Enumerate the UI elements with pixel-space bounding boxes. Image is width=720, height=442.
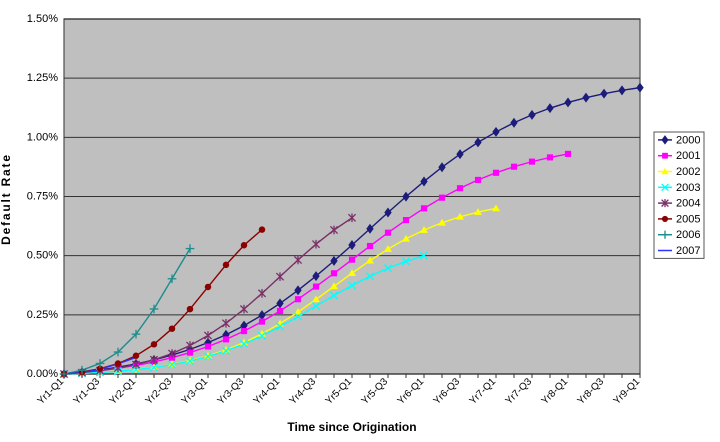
svg-text:2001: 2001 bbox=[676, 150, 700, 162]
svg-text:Time since Origination: Time since Origination bbox=[287, 420, 416, 434]
svg-text:Yr1-Q1: Yr1-Q1 bbox=[36, 376, 67, 407]
svg-text:Yr9-Q1: Yr9-Q1 bbox=[612, 376, 643, 407]
svg-text:2003: 2003 bbox=[676, 182, 700, 194]
svg-text:Yr2-Q1: Yr2-Q1 bbox=[108, 376, 139, 407]
svg-text:Yr3-Q1: Yr3-Q1 bbox=[180, 376, 211, 407]
svg-text:Yr1-Q3: Yr1-Q3 bbox=[72, 376, 103, 407]
svg-text:Yr8-Q3: Yr8-Q3 bbox=[576, 376, 607, 407]
svg-text:2007: 2007 bbox=[676, 245, 700, 257]
svg-text:2004: 2004 bbox=[676, 198, 700, 210]
svg-text:Yr4-Q1: Yr4-Q1 bbox=[252, 376, 283, 407]
svg-text:0.75%: 0.75% bbox=[27, 191, 58, 203]
svg-text:1.00%: 1.00% bbox=[27, 131, 58, 143]
svg-text:0.50%: 0.50% bbox=[27, 250, 58, 262]
svg-text:Yr5-Q1: Yr5-Q1 bbox=[324, 376, 355, 407]
svg-text:2002: 2002 bbox=[676, 166, 700, 178]
svg-text:Yr4-Q3: Yr4-Q3 bbox=[288, 376, 319, 407]
svg-text:2005: 2005 bbox=[676, 213, 700, 225]
svg-text:0.25%: 0.25% bbox=[27, 309, 58, 321]
svg-text:0.00%: 0.00% bbox=[27, 368, 58, 380]
svg-text:Yr8-Q1: Yr8-Q1 bbox=[540, 376, 571, 407]
svg-text:1.25%: 1.25% bbox=[27, 72, 58, 84]
svg-text:2000: 2000 bbox=[676, 134, 700, 146]
svg-text:Yr5-Q3: Yr5-Q3 bbox=[360, 376, 391, 407]
svg-text:Yr3-Q3: Yr3-Q3 bbox=[216, 376, 247, 407]
svg-text:2006: 2006 bbox=[676, 229, 700, 241]
svg-text:Yr2-Q3: Yr2-Q3 bbox=[144, 376, 175, 407]
svg-text:Yr7-Q3: Yr7-Q3 bbox=[504, 376, 535, 407]
svg-text:1.50%: 1.50% bbox=[27, 13, 58, 25]
svg-text:Yr6-Q1: Yr6-Q1 bbox=[396, 376, 427, 407]
svg-text:Yr7-Q1: Yr7-Q1 bbox=[468, 376, 499, 407]
svg-text:Default Rate: Default Rate bbox=[0, 153, 13, 245]
svg-text:Yr6-Q3: Yr6-Q3 bbox=[432, 376, 463, 407]
